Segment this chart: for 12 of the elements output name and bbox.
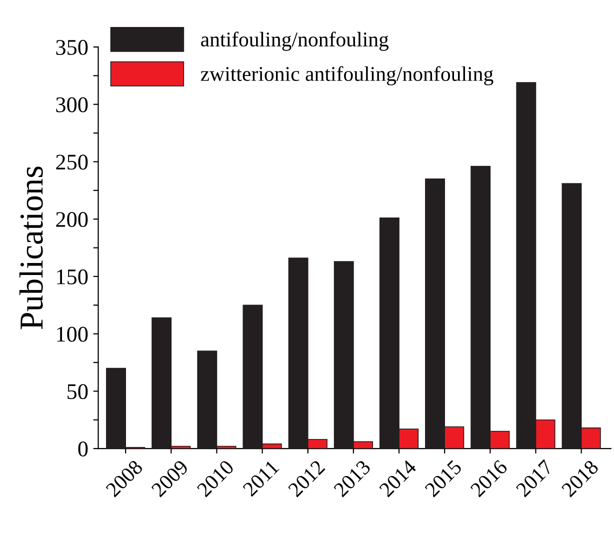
legend-label: zwitterionic antifouling/nonfouling (200, 66, 494, 86)
x-tick-label: 2011 (242, 460, 280, 497)
y-tick-label: 350 (56, 40, 88, 55)
y-tick-label: 150 (57, 269, 88, 284)
y-tick-label: 300 (56, 97, 88, 112)
legend-label: antifouling/nonfouling (201, 32, 389, 51)
y-tick-label: 250 (56, 154, 88, 170)
y-tick-label: 200 (56, 212, 88, 228)
y-tick-label: 50 (68, 384, 88, 400)
y-tick-label: 100 (57, 326, 88, 342)
y-axis-title: Publications (19, 166, 43, 330)
y-tick-label: 0 (78, 441, 88, 456)
